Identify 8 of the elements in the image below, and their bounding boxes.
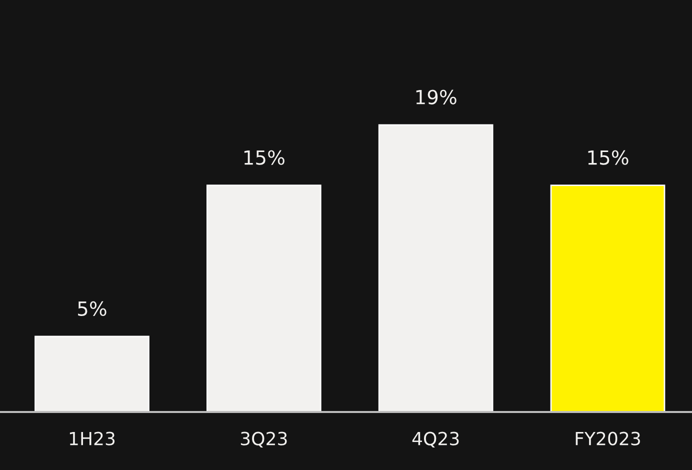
data-label: 15% [244,150,284,165]
data-label: 5% [78,301,106,316]
x-tick-label: 4Q23 [412,432,459,448]
x-tick-label: FY2023 [576,432,640,446]
x-tick-label: 3Q23 [240,432,287,448]
data-label: 15% [588,150,628,165]
data-label: 19% [416,90,456,104]
x-tick-label: 1H23 [70,432,115,446]
